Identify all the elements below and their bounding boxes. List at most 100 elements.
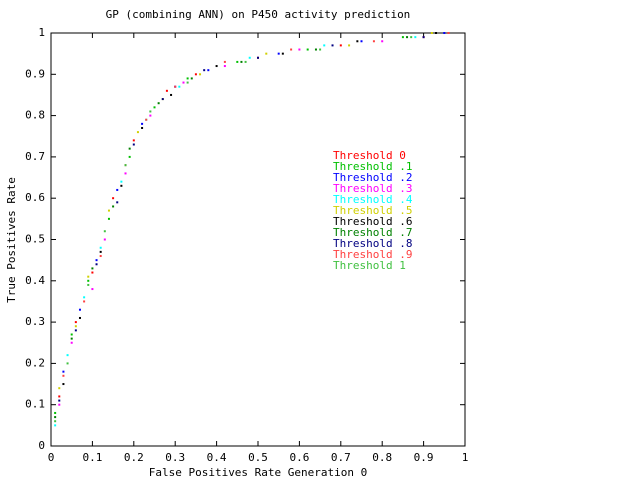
point [170,93,173,96]
point [74,329,77,332]
x-tick-label: 0.3 [165,451,185,464]
point [215,65,218,68]
point [54,424,57,427]
point [70,341,73,344]
point [194,73,197,76]
y-tick-label: 0.7 [25,150,45,163]
point [66,362,69,365]
point [207,69,210,72]
point [319,48,322,51]
point [58,403,61,406]
legend-entry: Threshold .8 [333,237,412,250]
point [54,420,57,423]
point [120,180,123,183]
point [223,60,226,63]
point [66,354,69,357]
point [112,197,115,200]
point [124,164,127,167]
legend-entry: Threshold .7 [333,226,412,239]
point [132,139,135,142]
point [422,36,425,39]
point [223,65,226,68]
point [132,143,135,146]
point [381,40,384,43]
point [248,56,251,59]
point [58,399,61,402]
point [306,48,309,51]
point [78,316,81,319]
point [149,114,152,117]
point [414,36,417,39]
y-tick-label: 1 [38,26,45,39]
legend-entry: Threshold 1 [333,259,406,272]
x-tick-label: 0.9 [414,451,434,464]
point [149,110,152,113]
point [83,296,86,299]
legend-entry: Threshold .3 [333,182,412,195]
point [83,300,86,303]
point [99,246,102,249]
point [314,48,317,51]
y-tick-label: 0 [38,439,45,452]
point [348,44,351,47]
point [87,283,90,286]
point [265,52,268,55]
x-tick-label: 0.4 [207,451,227,464]
point [447,32,450,34]
point [257,56,259,59]
legend-entry: Threshold .9 [333,248,412,261]
point [356,40,359,43]
point [281,52,284,55]
point [95,263,98,266]
point [62,383,65,386]
point [58,387,61,390]
point [157,102,160,105]
point [74,321,77,324]
point [91,267,94,270]
legend-entry: Threshold .6 [333,215,412,228]
point [372,40,375,43]
legend-entry: Threshold .4 [333,193,413,206]
point [203,69,206,72]
x-tick-label: 0.1 [82,451,102,464]
y-tick-label: 0.5 [25,233,45,246]
point [165,89,168,92]
point [410,36,413,39]
point [54,411,57,414]
point [107,217,110,220]
point [145,118,148,121]
point [141,122,144,125]
point [186,81,189,84]
x-tick-label: 0.6 [289,451,309,464]
point [103,230,106,233]
point [107,209,110,212]
point [87,275,90,278]
point [99,255,102,258]
x-axis-label: False Positives Rate Generation 0 [149,466,368,479]
x-tick-label: 0.2 [124,451,144,464]
point [128,155,131,158]
point [199,73,202,76]
y-tick-label: 0.9 [25,67,45,80]
point [78,308,81,311]
point [174,85,177,88]
point [128,147,131,150]
point [323,44,326,47]
legend-entry: Threshold .2 [333,171,412,184]
point [70,337,73,340]
point [136,131,139,134]
point [401,36,404,39]
x-tick-label: 0 [48,451,55,464]
point [360,40,363,43]
point [178,85,181,88]
y-tick-label: 0.2 [25,356,45,369]
point [435,32,438,34]
y-axis-label: True Positives Rate [5,177,18,303]
point [91,288,94,291]
point [91,271,94,274]
point [62,370,65,373]
point [58,395,61,398]
x-tick-label: 0.5 [248,451,268,464]
